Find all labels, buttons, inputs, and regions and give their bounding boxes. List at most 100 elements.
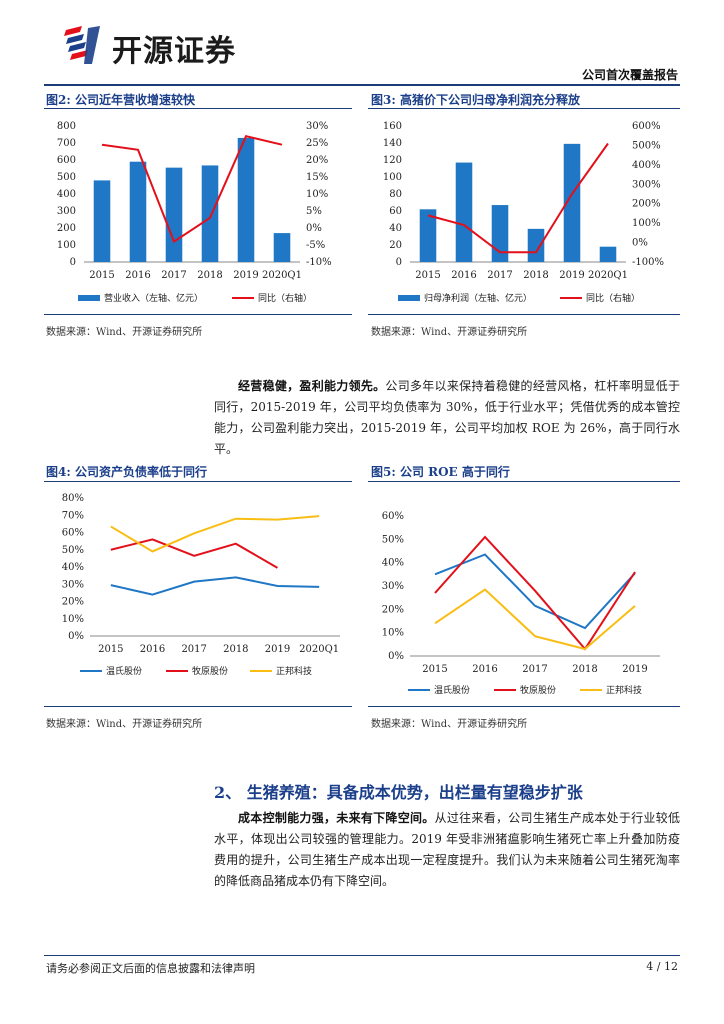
page-number: 4 / 12 <box>646 960 678 973</box>
fig2-x-tick: 2017 <box>161 270 186 281</box>
fig3-yoy-line <box>427 142 609 254</box>
fig4-rule <box>44 481 352 482</box>
fig3-bar <box>599 246 617 262</box>
paragraph-leverage: 经营稳健，盈利能力领先。公司多年以来保持着稳健的经营风格，杠杆率明显低于同行，2… <box>214 376 680 460</box>
section-2-title: 2、 生猪养殖：具备成本优势，出栏量有望稳步扩张 <box>214 783 583 802</box>
fig2-title: 图2: 公司近年营收增速较快 <box>46 93 195 107</box>
fig2-left-tick: 300 <box>57 206 76 217</box>
fig5-series-line-0 <box>434 553 636 630</box>
fig3-chart: 160 140 120 100 80 60 40 20 0 600% 500% 400% 300% 200… <box>383 121 664 304</box>
fig5-y-tick: 40% <box>382 558 404 569</box>
fig5-series-line-2 <box>434 588 636 651</box>
fig2-right-tick: 25% <box>306 138 328 149</box>
paragraph-cost-lead: 成本控制能力强，未来有下降空间。 <box>238 811 435 825</box>
fig2-left-tick: 800 <box>57 121 76 132</box>
fig5-series-line-1 <box>434 535 636 651</box>
fig3-legend-line-label: 同比（右轴） <box>586 292 640 304</box>
fig3-left-tick: 40 <box>389 223 402 234</box>
fig2-bottom-rule <box>44 314 352 315</box>
fig3-left-tick: 0 <box>396 257 402 268</box>
fig4-source: 数据来源：Wind、开源证券研究所 <box>46 719 203 730</box>
fig3-right-tick: 400% <box>632 160 661 171</box>
fig5-y-tick: 60% <box>382 511 404 522</box>
fig3-right-tick: 100% <box>632 218 661 229</box>
brand-name: 开源证券 <box>112 34 236 69</box>
fig4-x-tick: 2015 <box>98 644 123 655</box>
fig2-rule <box>44 108 352 109</box>
fig4-series-line-0 <box>110 576 320 596</box>
fig4-y-tick: 0% <box>68 631 84 642</box>
fig2-right-tick: 15% <box>306 172 328 183</box>
fig3-bar <box>419 209 437 262</box>
fig3-right-tick: 600% <box>632 121 661 132</box>
fig5-x-tick: 2019 <box>622 664 647 675</box>
fig3-rule <box>368 108 680 109</box>
fig2-bar <box>273 233 291 262</box>
report-type: 公司首次覆盖报告 <box>581 68 678 82</box>
fig4-series-line-1 <box>110 538 279 569</box>
fig5-chart: 60% 50% 40% 30% 20% 10% 0% 2015 2016 2017 2018 2019… <box>382 511 660 696</box>
fig2-left-tick: 200 <box>57 223 76 234</box>
fig4-bottom-rule <box>44 706 352 707</box>
fig3-bar <box>527 228 545 262</box>
fig5-legend-label: 牧原股份 <box>520 684 556 696</box>
fig3-right-tick: 300% <box>632 179 661 190</box>
fig2-left-tick: 100 <box>57 240 76 251</box>
fig2-right-tick: -5% <box>306 240 325 251</box>
fig2-bar <box>165 167 183 262</box>
fig4-x-tick: 2018 <box>223 644 248 655</box>
fig2-x-tick: 2015 <box>89 270 114 281</box>
fig3-bar <box>563 143 581 262</box>
fig3-right-tick: 500% <box>632 140 661 151</box>
fig3-bar <box>455 162 473 262</box>
fig5-source: 数据来源：Wind、开源证券研究所 <box>371 719 528 730</box>
fig3-bottom-rule <box>368 314 680 315</box>
logo-mark-icon <box>64 26 100 64</box>
fig4-y-tick: 80% <box>62 493 84 504</box>
fig4-legend-label: 温氏股份 <box>106 665 142 677</box>
fig5-legend-label: 正邦科技 <box>606 684 642 696</box>
fig2-right-tick: 5% <box>306 206 322 217</box>
fig5-legend-label: 温氏股份 <box>434 684 470 696</box>
fig2-bar <box>93 180 111 262</box>
fig3-left-tick: 20 <box>389 240 402 251</box>
fig5-x-tick: 2015 <box>422 664 447 675</box>
fig2-x-tick: 2018 <box>197 270 222 281</box>
fig5-x-tick: 2016 <box>472 664 497 675</box>
fig4-y-tick: 50% <box>62 545 84 556</box>
fig5-y-tick: 30% <box>382 581 404 592</box>
fig2-left-tick: 500 <box>57 172 76 183</box>
fig2-left-tick: 0 <box>70 257 76 268</box>
fig2-left-tick: 700 <box>57 138 76 149</box>
fig4-x-tick: 2019 <box>265 644 290 655</box>
paragraph-leverage-lead: 经营稳健，盈利能力领先。 <box>238 379 386 393</box>
logo <box>62 24 108 66</box>
fig3-x-tick: 2020Q1 <box>588 270 628 281</box>
fig3-x-tick: 2016 <box>451 270 476 281</box>
fig2-legend-bar-label: 营业收入（左轴、亿元） <box>104 292 203 304</box>
fig2-bar <box>237 137 255 262</box>
fig2-bar <box>201 165 219 262</box>
fig3-left-tick: 80 <box>389 189 402 200</box>
fig3-left-tick: 60 <box>389 206 402 217</box>
fig5-y-tick: 10% <box>382 628 404 639</box>
fig3-bar <box>491 205 509 262</box>
fig3-left-tick: 160 <box>383 121 402 132</box>
fig3-x-tick: 2018 <box>523 270 548 281</box>
fig2-right-tick: 0% <box>306 223 322 234</box>
fig2-left-tick: 400 <box>57 189 76 200</box>
fig2-chart: 800 700 600 500 400 300 200 100 0 30% 25% 20% 15% 10%… <box>57 121 332 304</box>
footer-disclaimer: 请务必参阅正文后面的信息披露和法律声明 <box>46 962 255 975</box>
fig4-title: 图4: 公司资产负债率低于同行 <box>46 465 207 479</box>
fig2-source: 数据来源：Wind、开源证券研究所 <box>46 327 203 338</box>
fig4-y-tick: 60% <box>62 528 84 539</box>
fig2-bar <box>129 161 147 262</box>
fig4-y-tick: 20% <box>62 597 84 608</box>
fig5-bottom-rule <box>368 706 680 707</box>
paragraph-leverage-text: 公司多年以来保持着稳健的经营风格，杠杆率明显低于同行，2015-2019 年，公… <box>214 379 680 456</box>
fig3-right-tick: 200% <box>632 199 661 210</box>
fig4-y-tick: 70% <box>62 510 84 521</box>
fig4-chart: 80% 70% 60% 50% 40% 30% 20% 10% 0% 2015 2016 2017 20… <box>62 493 340 677</box>
fig4-x-tick: 2017 <box>181 644 206 655</box>
fig4-legend-label: 牧原股份 <box>192 665 228 677</box>
